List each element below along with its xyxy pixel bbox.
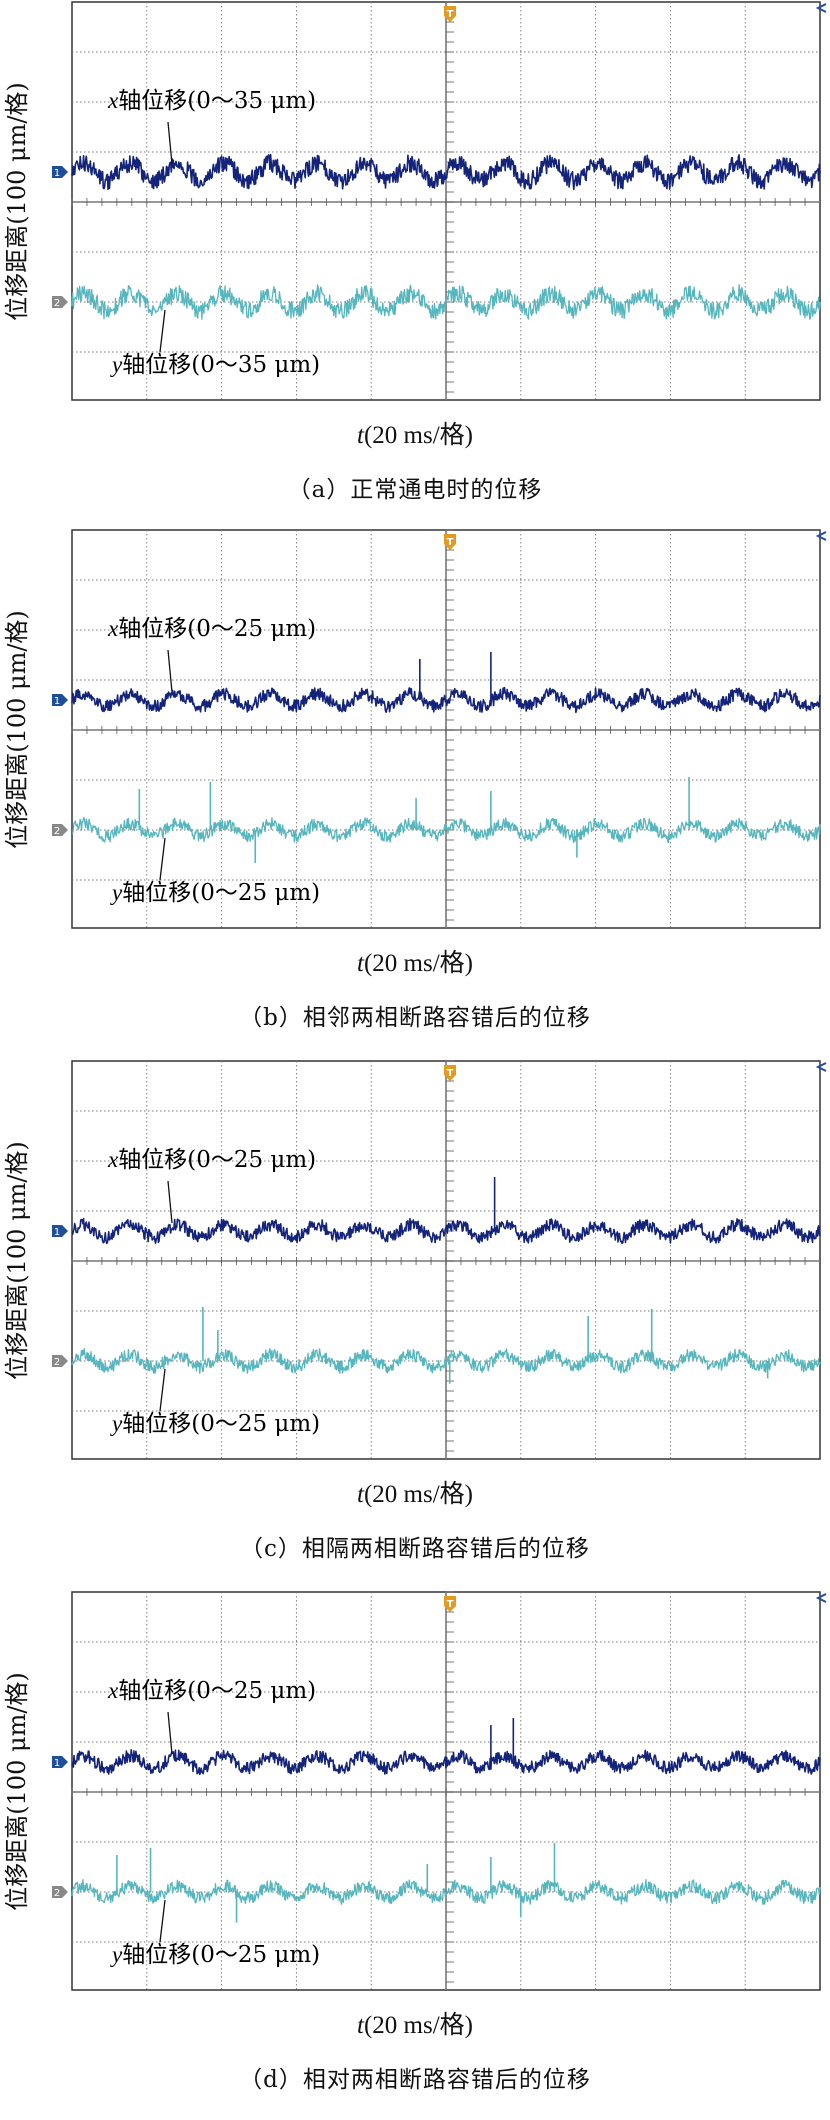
channel2-marker-icon [52, 296, 68, 308]
y-series-label: y轴位移(0～25 μm) [110, 1411, 320, 1437]
x-series-label: x轴位移(0～25 μm) [107, 616, 316, 642]
channel-number: 1 [54, 1758, 60, 1769]
annotation-leader-line [167, 1711, 173, 1755]
trigger-marker-icon [444, 1065, 456, 1081]
x-displacement-trace [71, 1749, 821, 1776]
annotation-leader-line [167, 649, 173, 693]
y-series-label: y轴位移(0～25 μm) [110, 1942, 320, 1968]
x-axis-label: t(20 ms/格) [357, 1481, 473, 1508]
trigger-marker-icon [444, 6, 456, 22]
x-axis-label: t(20 ms/格) [357, 2012, 473, 2039]
chart-panel: 1 x轴位移(0～25 μm) 2 y轴位移(0～25 μm) T 位移距离(100 μm… [0, 1059, 830, 1589]
trigger-letter: T [447, 1599, 454, 1610]
y-series-label: y轴位移(0～25 μm) [110, 880, 320, 906]
channel-number: 1 [54, 168, 60, 179]
annotation-leader-line [167, 121, 173, 165]
subfigure-caption: （a）正常通电时的位移 [287, 477, 543, 503]
y-axis-label: 位移距离(100 μm/格) [2, 1140, 31, 1380]
trigger-level-arrow-icon [815, 1062, 827, 1072]
trigger-level-arrow-icon [815, 531, 827, 541]
annotation-leader-line [159, 309, 166, 353]
y-axis-label: 位移距离(100 μm/格) [2, 1671, 31, 1911]
annotation-leader-line [167, 1180, 173, 1224]
y-axis-label: 位移距离(100 μm/格) [2, 81, 31, 321]
x-axis-label: t(20 ms/格) [357, 422, 473, 449]
x-series-label: x轴位移(0～35 μm) [107, 88, 316, 114]
oscilloscope-screen: 1 x轴位移(0～25 μm) 2 y轴位移(0～25 μm) T [52, 529, 827, 929]
y-displacement-trace [71, 817, 821, 844]
trigger-marker-icon [444, 534, 456, 550]
x-displacement-trace [71, 686, 821, 714]
chart-panel: 1 x轴位移(0～25 μm) 2 y轴位移(0～25 μm) T 位移距离(100 μm… [0, 528, 830, 1058]
channel1-marker-icon [52, 1756, 68, 1768]
channel1-marker-icon [52, 694, 68, 706]
channel-number: 2 [54, 826, 60, 837]
x-series-label: x轴位移(0～25 μm) [107, 1147, 316, 1173]
subfigure-caption: （c）相隔两相断路容错后的位移 [240, 1536, 590, 1562]
annotation-leader-line [159, 1368, 166, 1412]
trigger-letter: T [447, 537, 454, 548]
annotation-leader-line [159, 1899, 166, 1943]
channel2-marker-icon [52, 1886, 68, 1898]
x-displacement-trace [71, 1217, 821, 1245]
channel-number: 2 [54, 1357, 60, 1368]
y-displacement-trace [71, 284, 821, 320]
annotation-leader-line [159, 837, 166, 881]
y-series-label: y轴位移(0～35 μm) [110, 352, 320, 378]
channel-number: 2 [54, 1888, 60, 1899]
trigger-level-arrow-icon [815, 1593, 827, 1603]
trigger-letter: T [447, 9, 454, 20]
channel-number: 1 [54, 1227, 60, 1238]
oscilloscope-screen: 1 x轴位移(0～25 μm) 2 y轴位移(0～25 μm) T [52, 1060, 827, 1460]
subfigure-caption: （b）相邻两相断路容错后的位移 [239, 1005, 591, 1031]
channel-number: 2 [54, 298, 60, 309]
oscilloscope-screen: 1 x轴位移(0～35 μm) 2 y轴位移(0～35 μm) T [52, 1, 827, 401]
trigger-level-arrow-icon [815, 3, 827, 13]
channel-number: 1 [54, 696, 60, 707]
channel2-marker-icon [52, 1355, 68, 1367]
chart-panel: 1 x轴位移(0～35 μm) 2 y轴位移(0～35 μm) T 位移距离(100 μm… [0, 0, 830, 530]
trigger-letter: T [447, 1068, 454, 1079]
y-displacement-trace [71, 1348, 821, 1375]
x-axis-label: t(20 ms/格) [357, 950, 473, 977]
y-displacement-trace [71, 1879, 821, 1905]
y-axis-label: 位移距离(100 μm/格) [2, 609, 31, 849]
subfigure-caption: （d）相对两相断路容错后的位移 [239, 2067, 591, 2093]
trigger-marker-icon [444, 1596, 456, 1612]
x-displacement-trace [71, 153, 821, 191]
channel1-marker-icon [52, 166, 68, 178]
x-series-label: x轴位移(0～25 μm) [107, 1678, 316, 1704]
chart-panel: 1 x轴位移(0～25 μm) 2 y轴位移(0～25 μm) T 位移距离(100 μm… [0, 1590, 830, 2120]
oscilloscope-screen: 1 x轴位移(0～25 μm) 2 y轴位移(0～25 μm) T [52, 1591, 827, 1991]
channel1-marker-icon [52, 1225, 68, 1237]
channel2-marker-icon [52, 824, 68, 836]
